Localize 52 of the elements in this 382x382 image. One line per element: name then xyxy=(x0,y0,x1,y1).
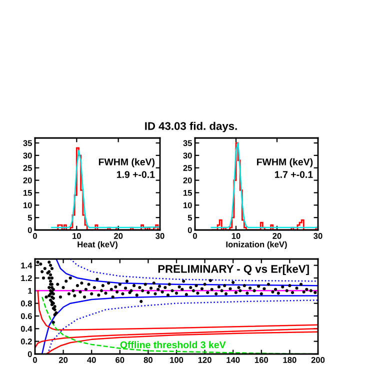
annotation: PRELIMINARY - Q vs Er[keV] xyxy=(158,264,309,276)
annotation: FWHM (keV) 1.7 +-0.1 xyxy=(257,158,313,178)
x-tick-label: 30 xyxy=(156,233,164,239)
y-tick-label: 5 xyxy=(188,214,192,221)
y-tick-label: 0.8 xyxy=(20,300,32,306)
y-tick-label: 0 xyxy=(188,227,192,234)
y-tick-label: 0 xyxy=(28,351,32,358)
line-series xyxy=(70,259,318,282)
y-tick-label: 20 xyxy=(183,177,192,184)
x-tick-label: 40 xyxy=(87,357,96,363)
x-tick-label: 180 xyxy=(283,357,296,363)
y-tick-label: 0.6 xyxy=(20,313,32,320)
x-tick-label: 80 xyxy=(144,357,152,363)
y-tick-label: 35 xyxy=(23,140,32,146)
x-tick-label: 30 xyxy=(314,233,322,239)
y-tick-label: 1.2 xyxy=(21,275,32,282)
y-tick-label: 25 xyxy=(183,165,192,171)
y-tick-label: 30 xyxy=(23,152,32,159)
x-tick-label: 0 xyxy=(33,233,37,239)
x-axis-title: Ionization (keV) xyxy=(226,241,287,250)
y-tick-label: 30 xyxy=(183,152,192,159)
annotation: Offline threshold 3 keV xyxy=(120,341,226,348)
y-tick-label: 1.4 xyxy=(21,262,32,268)
text: ID 43.03 fid. days. xyxy=(145,122,237,132)
x-tick-label: 60 xyxy=(116,357,124,363)
y-tick-label: 10 xyxy=(183,202,192,208)
x-tick-label: 120 xyxy=(198,357,212,363)
x-tick-label: 160 xyxy=(254,357,268,363)
x-tick-label: 100 xyxy=(170,357,184,363)
y-tick-label: 10 xyxy=(23,202,32,208)
y-tick-label: 20 xyxy=(23,177,32,184)
x-tick-label: 20 xyxy=(272,233,282,239)
y-tick-label: 35 xyxy=(183,140,192,146)
x-tick-label: 10 xyxy=(72,233,81,239)
line-series xyxy=(37,290,318,331)
y-tick-label: 1 xyxy=(28,288,32,294)
y-tick-label: 15 xyxy=(23,190,32,196)
y-tick-label: 5 xyxy=(28,214,32,221)
x-tick-label: 20 xyxy=(114,233,123,239)
x-tick-label: 10 xyxy=(232,233,240,239)
y-tick-label: 25 xyxy=(23,165,32,171)
y-tick-label: 15 xyxy=(183,190,192,196)
y-tick-label: 0.4 xyxy=(20,326,32,332)
x-tick-label: 20 xyxy=(58,357,68,363)
y-tick-label: 0 xyxy=(28,227,32,234)
x-tick-label: 0 xyxy=(33,357,37,363)
y-tick-label: 0.2 xyxy=(20,338,32,344)
annotation: FWHM (keV) 1.9 +-0.1 xyxy=(98,158,155,178)
x-tick-label: 200 xyxy=(311,357,325,363)
x-axis-title: Heat (keV) xyxy=(78,241,118,250)
x-tick-label: 0 xyxy=(193,233,197,239)
x-tick-label: 140 xyxy=(226,357,240,363)
